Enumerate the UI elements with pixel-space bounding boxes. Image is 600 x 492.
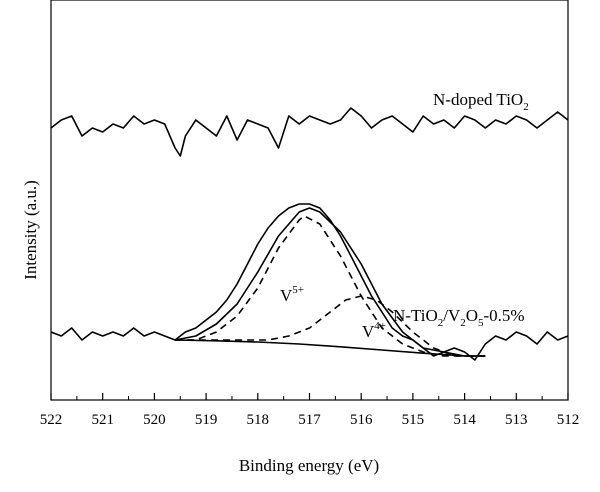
- x-tick-label-9: 514: [453, 412, 476, 428]
- label-n-tio2-v2o5: N-TiO2/V2O5-0.5%: [393, 306, 525, 329]
- x-tick-label-2: 521: [91, 412, 114, 428]
- label-n-tio2-v2o5-p3: O: [466, 306, 478, 325]
- x-tick-label-7: 516: [350, 412, 373, 428]
- x-tick-label-10: 513: [505, 412, 528, 428]
- x-tick-label-11: 512: [557, 412, 580, 428]
- label-v5-sup: 5+: [292, 284, 304, 296]
- label-n-tio2-v2o5-p4: -0.5%: [484, 306, 525, 325]
- label-n-tio2-v2o5-s3: 5: [478, 317, 484, 329]
- label-n-tio2-v2o5-s1: 2: [438, 317, 444, 329]
- series-line-5: [175, 295, 486, 357]
- x-tick-label-4: 519: [195, 412, 218, 428]
- label-n-doped-tio2-base: N-doped TiO: [433, 90, 523, 109]
- label-n-tio2-v2o5-p1: N-TiO: [393, 306, 438, 325]
- label-n-tio2-v2o5-p2: /V: [443, 306, 461, 325]
- label-v5-peak: V5+: [280, 284, 304, 305]
- x-tick-label-3: 520: [143, 412, 166, 428]
- series-line-6: [175, 339, 486, 357]
- label-n-doped-tio2-sub: 2: [523, 101, 529, 113]
- series-line-3: [174, 207, 486, 357]
- y-axis-title: Intensity (a.u.): [21, 180, 40, 280]
- x-tick-label-8: 515: [402, 412, 425, 428]
- label-v4-base: V: [362, 322, 375, 341]
- label-n-tio2-v2o5-s2: 2: [460, 317, 466, 329]
- label-v5-base: V: [280, 286, 293, 305]
- x-tick-label-6: 517: [298, 412, 321, 428]
- series-line-1: [50, 107, 569, 157]
- label-n-doped-tio2: N-doped TiO2: [433, 90, 529, 113]
- label-v4-peak: V4+: [362, 320, 386, 341]
- series-layer: [50, 107, 569, 361]
- series-line-2: [50, 203, 569, 361]
- x-tick-label-1: 522: [40, 412, 63, 428]
- x-axis-title: Binding energy (eV): [239, 456, 379, 475]
- x-ticks: 522 521 520 519 518 517 516 515 514 513 512: [40, 393, 580, 428]
- label-v4-sup: 4+: [374, 320, 386, 332]
- series-line-4: [175, 215, 486, 357]
- x-tick-label-5: 518: [247, 412, 270, 428]
